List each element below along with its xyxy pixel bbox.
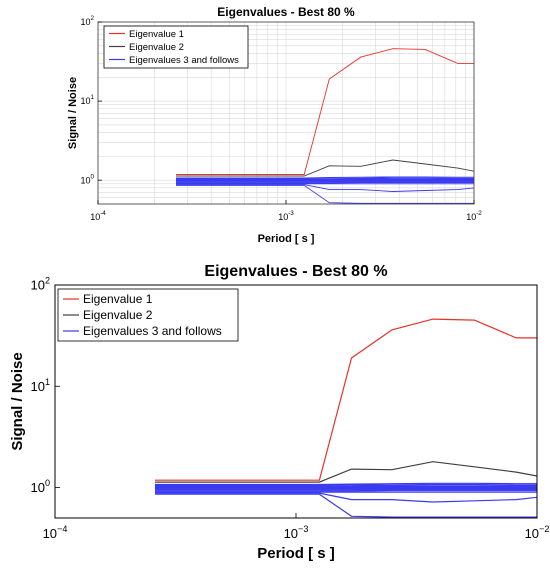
x-tick-label: 10-2 xyxy=(466,210,482,222)
series-line-1 xyxy=(176,159,474,177)
y-tick-label: 100 xyxy=(30,478,50,495)
series-line-13 xyxy=(176,184,474,204)
y-axis-label: Signal / Noise xyxy=(9,352,26,450)
y-tick-label: 102 xyxy=(30,276,50,293)
series-line-2 xyxy=(155,482,537,486)
series-line-1 xyxy=(155,461,537,483)
x-tick-label: 10−2 xyxy=(525,524,550,541)
series-line-12 xyxy=(155,492,537,503)
grid xyxy=(98,22,474,204)
chart-title: Eigenvalues - Best 80 % xyxy=(204,263,387,280)
series-line-10 xyxy=(155,490,537,492)
x-tick-label: 10-4 xyxy=(90,210,106,222)
x-tick-label: 10−3 xyxy=(284,524,309,541)
y-axis-label: Signal / Noise xyxy=(67,77,79,149)
y-tick-label: 100 xyxy=(80,173,94,185)
series-group xyxy=(155,318,537,518)
chart-bottom: Eigenvalues - Best 80 % 10−4 10−3 10−2 100 10… xyxy=(9,263,550,562)
series-line-13 xyxy=(155,493,537,518)
y-tick-label: 102 xyxy=(80,15,94,27)
series-line-12 xyxy=(176,184,474,192)
legend-label: Eigenvalues 3 and follows xyxy=(129,55,239,66)
series-line-3 xyxy=(155,483,537,486)
legend-label: Eigenvalue 1 xyxy=(129,29,184,40)
legend-box xyxy=(57,288,239,342)
legend-label: Eigenvalue 2 xyxy=(83,308,153,322)
series-line-0 xyxy=(176,48,474,175)
y-tick-label: 101 xyxy=(30,377,50,394)
legend-label: Eigenvalues 3 and follows xyxy=(83,324,222,338)
legend-label: Eigenvalue 1 xyxy=(83,292,153,306)
x-tick-label: 10-3 xyxy=(278,210,294,222)
legend-box xyxy=(103,25,249,69)
legend: Eigenvalue 1 Eigenvalue 2 Eigenvalues 3 an… xyxy=(57,288,239,342)
series-line-2 xyxy=(176,176,474,179)
x-axis-label: Period [ s ] xyxy=(258,233,315,245)
legend: Eigenvalue 1 Eigenvalue 2 Eigenvalues 3 an… xyxy=(103,25,249,69)
x-axis-label: Period [ s ] xyxy=(257,545,335,562)
series-line-0 xyxy=(155,318,537,481)
legend-label: Eigenvalue 2 xyxy=(129,42,184,53)
series-group xyxy=(176,48,474,204)
y-tick-label: 101 xyxy=(80,94,94,106)
series-line-3 xyxy=(176,177,474,179)
x-tick-label: 10−4 xyxy=(43,524,68,541)
chart-top: Eigenvalues - Best 80 % 10-4 10-3 10-2 100 10… xyxy=(67,5,482,245)
chart-title: Eigenvalues - Best 80 % xyxy=(217,5,355,19)
